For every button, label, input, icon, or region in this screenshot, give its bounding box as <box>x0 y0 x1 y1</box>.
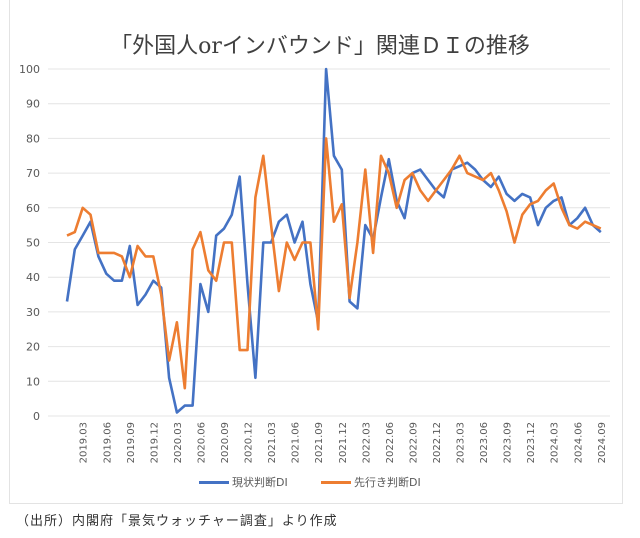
x-tick-label: 2022.09 <box>408 422 419 463</box>
x-tick-label: 2023.03 <box>456 422 467 463</box>
legend-swatch-current <box>199 480 229 484</box>
x-tick-label: 2020.12 <box>244 422 255 463</box>
x-tick-label: 2019.03 <box>79 422 90 463</box>
legend-label-current: 現状判断DI <box>232 476 288 489</box>
source-note: （出所）内閣府「景気ウォッチャー調査」より作成 <box>16 514 338 529</box>
x-tick-label: 2020.06 <box>196 422 207 463</box>
x-tick-label: 2022.03 <box>361 422 372 463</box>
legend-item-outlook: 先行き判断DI <box>321 474 421 490</box>
legend-label-outlook: 先行き判断DI <box>354 476 421 489</box>
y-tick-label: 30 <box>26 306 40 319</box>
y-tick-label: 20 <box>26 341 40 354</box>
x-tick-label: 2019.12 <box>149 422 160 463</box>
y-tick-label: 50 <box>26 237 40 250</box>
x-tick-label: 2022.12 <box>432 422 443 463</box>
x-tick-label: 2019.09 <box>126 422 137 463</box>
chart-title: 「外国人orインバウンド」関連ＤＩの推移 <box>110 34 530 59</box>
x-tick-label: 2023.12 <box>526 422 537 463</box>
series-line-current <box>65 67 602 414</box>
x-tick-label: 2023.06 <box>479 422 490 463</box>
x-tick-label: 2022.06 <box>385 422 396 463</box>
y-tick-label: 80 <box>26 132 40 145</box>
x-tick-label: 2021.03 <box>267 422 278 463</box>
x-tick-label: 2020.03 <box>173 422 184 463</box>
y-tick-label: 100 <box>19 63 40 76</box>
y-tick-label: 70 <box>26 167 40 180</box>
x-tick-label: 2021.06 <box>291 422 302 463</box>
y-tick-label: 10 <box>26 375 40 388</box>
x-tick-label: 2024.09 <box>597 422 608 463</box>
x-tick-label: 2023.09 <box>503 422 514 463</box>
x-tick-label: 2019.06 <box>102 422 113 463</box>
legend-item-current: 現状判断DI <box>199 474 288 490</box>
line-chart: 0 10 20 30 40 50 60 70 80 90 100 2019.03 2019.06 2019… <box>19 63 610 463</box>
x-tick-label: 2024.06 <box>573 422 584 463</box>
y-tick-label: 40 <box>26 271 40 284</box>
series-line-outlook <box>66 137 602 390</box>
x-tick-label: 2020.09 <box>220 422 231 463</box>
y-tick-label: 60 <box>26 202 40 215</box>
chart-frame <box>9 0 623 504</box>
x-tick-label: 2024.03 <box>550 422 561 463</box>
y-tick-label: 90 <box>26 98 40 111</box>
legend-swatch-outlook <box>321 480 351 484</box>
x-tick-label: 2021.09 <box>314 422 325 463</box>
y-tick-label: 0 <box>33 410 40 423</box>
x-tick-label: 2021.12 <box>338 422 349 463</box>
